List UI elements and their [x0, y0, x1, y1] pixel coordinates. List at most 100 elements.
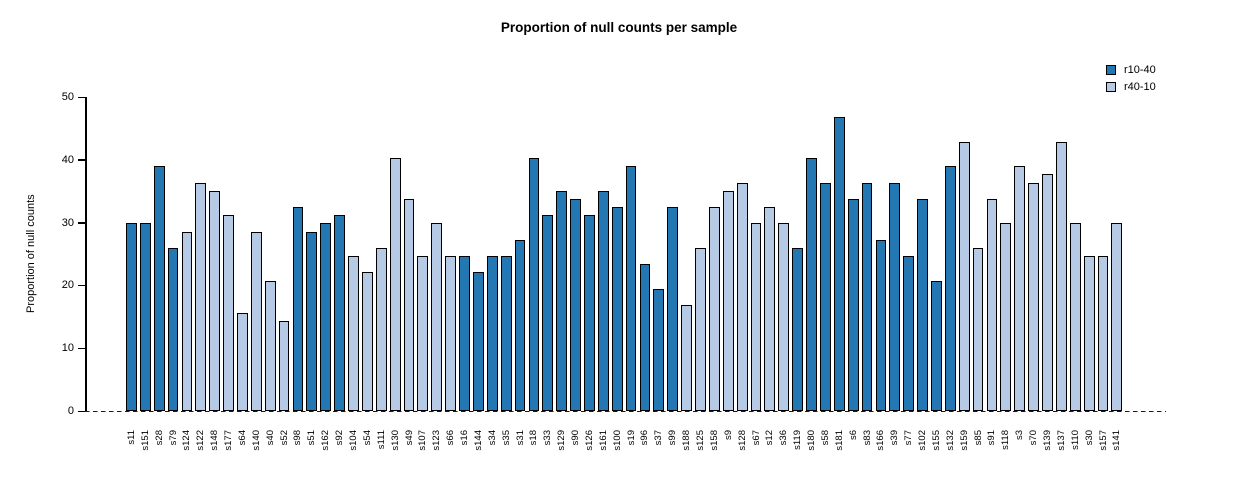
bar-s31 — [514, 239, 526, 411]
x-tick-label-s34: s34 — [486, 430, 498, 446]
y-tick-label-10: 10 — [61, 342, 74, 355]
bar-s9 — [722, 190, 734, 411]
bar-s91 — [986, 198, 998, 411]
x-tick-label-s18: s18 — [528, 430, 540, 446]
bar-s98 — [292, 207, 304, 411]
x-tick-label-s132: s132 — [944, 430, 956, 451]
x-tick-label-s159: s159 — [958, 430, 970, 451]
y-tick-mark-0 — [78, 410, 85, 412]
y-tick-label-40: 40 — [61, 153, 74, 166]
x-tick-label-s91: s91 — [986, 430, 998, 446]
bar-s99 — [667, 207, 679, 411]
x-tick-label-s37: s37 — [653, 430, 665, 446]
bar-s6 — [847, 198, 859, 411]
x-tick-label-s77: s77 — [903, 430, 915, 446]
bar-s123 — [431, 223, 443, 411]
bar-s119 — [792, 247, 804, 411]
bar-s126 — [584, 215, 595, 411]
x-tick-label-s119: s119 — [792, 430, 804, 450]
bar-s155 — [931, 280, 942, 411]
x-tick-label-s16: s16 — [459, 430, 471, 446]
x-tick-label-s157: s157 — [1097, 430, 1109, 451]
bar-s122 — [195, 182, 207, 411]
x-tick-label-s11: s11 — [125, 430, 137, 445]
bar-s125 — [695, 247, 706, 411]
bar-s166 — [875, 239, 887, 411]
x-tick-label-s98: s98 — [292, 430, 304, 446]
x-tick-label-s107: s107 — [417, 430, 429, 451]
legend-label-r40-10: r40-10 — [1124, 80, 1156, 93]
x-tick-label-s28: s28 — [153, 430, 165, 446]
bar-s66 — [445, 256, 457, 411]
x-tick-label-s64: s64 — [236, 430, 248, 446]
bar-s140 — [250, 231, 262, 411]
x-tick-label-s155: s155 — [930, 430, 942, 451]
bar-s141 — [1111, 223, 1123, 411]
bar-s124 — [181, 231, 193, 411]
x-tick-label-s181: s181 — [833, 430, 845, 451]
bar-s79 — [167, 247, 179, 411]
y-tick-mark-50 — [78, 96, 85, 98]
x-tick-label-s129: s129 — [556, 430, 568, 451]
bar-s129 — [556, 190, 568, 411]
x-tick-label-s139: s139 — [1041, 430, 1053, 451]
x-tick-label-s130: s130 — [389, 430, 401, 451]
bar-s180 — [806, 158, 817, 411]
x-tick-label-s128: s128 — [736, 430, 748, 451]
bar-s37 — [653, 288, 665, 411]
bar-s110 — [1069, 223, 1081, 411]
bar-s132 — [944, 166, 956, 411]
y-tick-label-20: 20 — [61, 279, 74, 292]
y-tick-label-50: 50 — [61, 91, 74, 103]
bar-s77 — [903, 256, 915, 411]
x-tick-label-s36: s36 — [778, 430, 790, 446]
x-tick-label-s35: s35 — [500, 430, 512, 446]
bar-s39 — [889, 182, 901, 411]
bar-s139 — [1042, 174, 1053, 411]
y-axis-title: Proportion of null counts — [25, 194, 37, 314]
bar-s12 — [764, 207, 776, 411]
x-tick-label-s85: s85 — [972, 430, 984, 446]
x-tick-label-s58: s58 — [819, 430, 831, 446]
x-tick-label-s137: s137 — [1055, 430, 1067, 451]
bar-s107 — [417, 256, 429, 411]
bar-s70 — [1028, 182, 1039, 411]
x-tick-label-s30: s30 — [1083, 430, 1095, 446]
x-tick-label-s122: s122 — [195, 430, 207, 451]
x-tick-label-s166: s166 — [875, 430, 887, 451]
x-tick-label-s125: s125 — [694, 430, 706, 451]
x-tick-label-s151: s151 — [139, 430, 151, 451]
y-tick-mark-10 — [78, 347, 85, 350]
x-tick-label-s180: s180 — [806, 430, 818, 451]
x-tick-label-s188: s188 — [681, 430, 693, 451]
bar-s159 — [958, 141, 970, 411]
x-tick-label-s52: s52 — [278, 430, 290, 446]
y-axis-line — [85, 97, 87, 412]
x-tick-label-s148: s148 — [209, 430, 221, 451]
x-tick-label-s79: s79 — [167, 430, 179, 446]
chart-title: Proportion of null counts per sample — [500, 20, 738, 35]
x-tick-label-s102: s102 — [917, 430, 929, 451]
legend-label-r10-40: r10-40 — [1124, 63, 1156, 76]
x-tick-label-s39: s39 — [889, 430, 901, 446]
bar-s100 — [611, 207, 623, 411]
bar-s118 — [1000, 223, 1012, 411]
bar-s52 — [278, 321, 290, 411]
bar-s33 — [542, 215, 554, 411]
bar-s90 — [570, 198, 581, 411]
x-tick-label-s144: s144 — [472, 430, 484, 451]
bar-s151 — [139, 223, 151, 411]
legend-swatch-light-blue — [1106, 81, 1116, 92]
bar-s36 — [778, 223, 790, 411]
x-tick-label-s99: s99 — [667, 430, 679, 446]
bar-s19 — [625, 166, 637, 411]
bar-s130 — [389, 158, 401, 411]
x-tick-label-s83: s83 — [861, 430, 873, 446]
bar-s64 — [237, 313, 248, 411]
bar-s188 — [681, 304, 692, 411]
bar-s85 — [972, 247, 984, 411]
bar-s96 — [639, 264, 651, 411]
y-axis-title-wrap: Proportion of null counts — [24, 97, 38, 411]
x-tick-label-s3: s3 — [1014, 430, 1026, 441]
